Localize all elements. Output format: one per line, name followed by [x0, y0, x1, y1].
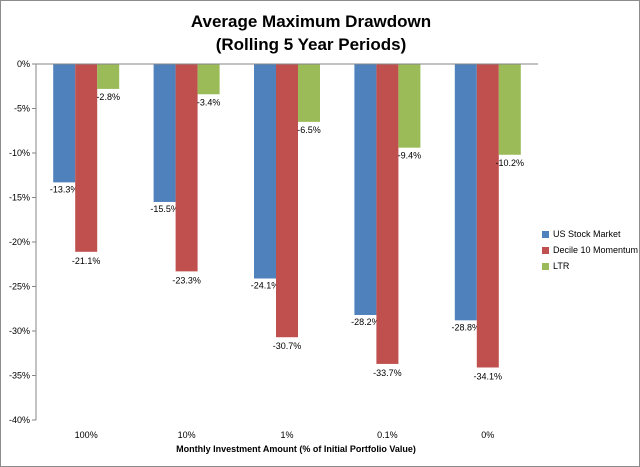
- data-label: -28.2%: [351, 317, 380, 327]
- data-label: -15.5%: [150, 204, 179, 214]
- bar: [298, 64, 320, 122]
- y-tick-label: -35%: [9, 371, 30, 381]
- legend-entry: US Stock Market: [553, 229, 621, 239]
- bar: [276, 64, 298, 338]
- bar: [197, 64, 220, 95]
- x-tick-label: 1%: [280, 430, 293, 440]
- bar: [75, 64, 98, 252]
- y-tick-label: -30%: [9, 326, 30, 336]
- bar: [476, 64, 499, 368]
- data-label: -21.1%: [72, 256, 101, 266]
- legend-entry: LTR: [553, 261, 570, 271]
- bar: [53, 64, 76, 183]
- legend-swatch: [542, 263, 549, 270]
- bar: [254, 64, 276, 279]
- x-tick-label: 10%: [178, 430, 196, 440]
- data-label: -9.4%: [398, 151, 422, 161]
- legend: US Stock Market Decile 10 Momentum LTR: [542, 229, 638, 271]
- y-tick-label: -20%: [9, 237, 30, 247]
- x-tick-label: 0%: [481, 430, 494, 440]
- y-tick-label: -25%: [9, 282, 30, 292]
- bar: [153, 64, 176, 202]
- data-label: -28.8%: [452, 322, 481, 332]
- x-tick-label: 100%: [75, 430, 98, 440]
- y-tick-label: -40%: [9, 415, 30, 425]
- legend-entry: Decile 10 Momentum: [553, 245, 638, 255]
- legend-swatch: [542, 247, 549, 254]
- data-label: -13.3%: [50, 184, 79, 194]
- bar: [175, 64, 198, 272]
- data-label: -23.3%: [172, 275, 201, 285]
- data-label: -34.1%: [474, 371, 503, 381]
- x-tick-label: 0.1%: [377, 430, 398, 440]
- x-axis-title: Monthly Investment Amount (% of Initial …: [176, 444, 416, 454]
- data-label: -2.8%: [96, 92, 120, 102]
- data-label: -6.5%: [297, 125, 321, 135]
- bar: [398, 64, 421, 148]
- chart-title-line-2: (Rolling 5 Year Periods): [216, 35, 407, 54]
- plot-area: 0% -5% -10% -15% -20% -25% -30% -35% -40% -13.3% -…: [9, 59, 538, 440]
- data-label: -30.7%: [273, 341, 302, 351]
- y-tick-label: -10%: [9, 148, 30, 158]
- bar: [97, 64, 120, 89]
- y-tick-label: -15%: [9, 193, 30, 203]
- data-label: -24.1%: [251, 280, 280, 290]
- data-label: -10.2%: [496, 158, 525, 168]
- chart-title-line-1: Average Maximum Drawdown: [191, 12, 431, 31]
- bar: [376, 64, 399, 364]
- bar: [498, 64, 521, 155]
- y-tick-label: -5%: [14, 104, 30, 114]
- bar: [454, 64, 477, 321]
- data-label: -33.7%: [373, 368, 402, 378]
- bar: [354, 64, 377, 315]
- y-tick-label: 0%: [17, 59, 30, 69]
- legend-swatch: [542, 231, 549, 238]
- data-label: -3.4%: [197, 97, 221, 107]
